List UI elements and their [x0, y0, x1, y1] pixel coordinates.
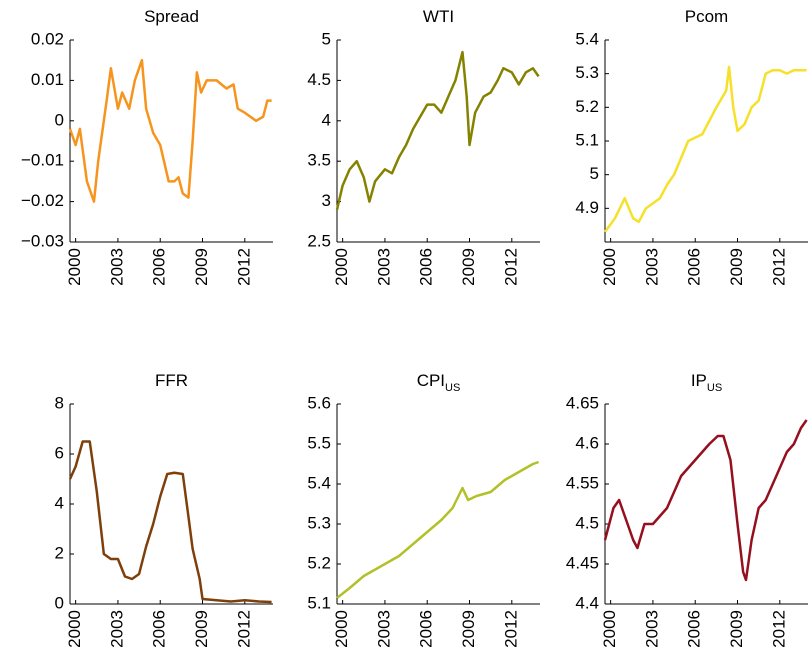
- x-tick-label: 2012: [769, 248, 788, 286]
- x-tick-label: 2012: [501, 610, 520, 648]
- x-tick-label: 2000: [332, 610, 351, 648]
- y-tick-label: 5: [322, 29, 331, 48]
- y-tick-label: 5.3: [575, 63, 599, 82]
- y-tick-label: −0.03: [21, 231, 64, 250]
- y-tick-label: −0.01: [21, 151, 64, 170]
- y-tick-label: 5.1: [575, 130, 599, 149]
- x-tick-label: 2006: [685, 248, 704, 286]
- x-tick-label: 2000: [332, 248, 351, 286]
- panel-title: WTI: [423, 7, 454, 26]
- y-tick-label: 5: [590, 164, 599, 183]
- title-main: CPI: [417, 371, 445, 390]
- x-tick-label: 2000: [65, 610, 84, 648]
- y-tick-label: 4.5: [307, 70, 331, 89]
- y-tick-label: 0.01: [31, 70, 64, 89]
- y-tick-label: 8: [55, 393, 64, 412]
- x-tick-label: 2000: [600, 610, 619, 648]
- y-tick-label: 0: [55, 110, 64, 129]
- panel: WTI 2.5 3 3.5 4 4.5 5 2000 2003 2006 2009 2012: [307, 7, 540, 286]
- y-tick-label: 4.9: [575, 198, 599, 217]
- title-subscript: US: [445, 382, 460, 394]
- title-main: WTI: [423, 7, 454, 26]
- data-line: [68, 58, 272, 203]
- y-tick-label: 0.02: [31, 29, 64, 48]
- title-main: Pcom: [685, 7, 728, 26]
- title-main: Spread: [144, 7, 199, 26]
- x-tick-label: 2003: [374, 610, 393, 648]
- x-tick-label: 2012: [234, 248, 253, 286]
- y-tick-label: 2: [55, 543, 64, 562]
- y-tick-label: 5.5: [307, 433, 331, 452]
- x-tick-label: 2009: [459, 610, 478, 648]
- panel-title: CPIUS: [417, 371, 461, 393]
- y-tick-label: 4.55: [566, 473, 599, 492]
- x-tick-label: 2003: [107, 248, 126, 286]
- y-tick-label: −0.02: [21, 191, 64, 210]
- panel: FFR 0 2 4 6 8 2000 2003 2006 2009 2012: [55, 371, 273, 648]
- x-tick-label: 2003: [107, 610, 126, 648]
- x-tick-label: 2006: [417, 248, 436, 286]
- x-tick-label: 2006: [150, 248, 169, 286]
- data-line: [603, 65, 807, 233]
- x-tick-label: 2000: [65, 248, 84, 286]
- x-tick-label: 2012: [501, 248, 520, 286]
- y-tick-label: 2.5: [307, 231, 331, 250]
- y-tick-label: 5.2: [575, 97, 599, 116]
- panel: Pcom 4.9 5 5.1 5.2 5.3 5.4 2000 2003 2006 2009 2012: [575, 7, 808, 286]
- x-tick-label: 2003: [374, 248, 393, 286]
- y-tick-label: 4: [55, 493, 64, 512]
- y-tick-label: 3.5: [307, 151, 331, 170]
- title-subscript: US: [707, 382, 722, 394]
- x-tick-label: 2009: [192, 248, 211, 286]
- y-tick-label: 4.6: [575, 433, 599, 452]
- panel-title: Pcom: [685, 7, 728, 26]
- x-tick-label: 2003: [642, 248, 661, 286]
- y-tick-label: 6: [55, 443, 64, 462]
- y-tick-label: 4.5: [575, 513, 599, 532]
- title-main: FFR: [155, 371, 188, 390]
- x-tick-label: 2012: [769, 610, 788, 648]
- panel-title: Spread: [144, 7, 199, 26]
- panel-title: IPUS: [691, 371, 722, 393]
- x-tick-label: 2009: [459, 248, 478, 286]
- y-tick-label: 0: [55, 593, 64, 612]
- data-line: [68, 440, 272, 604]
- y-tick-label: 5.2: [307, 553, 331, 572]
- data-line: [335, 50, 540, 210]
- x-tick-label: 2006: [685, 610, 704, 648]
- y-tick-label: 5.6: [307, 393, 331, 412]
- x-tick-label: 2003: [642, 610, 661, 648]
- x-tick-label: 2009: [192, 610, 211, 648]
- x-tick-label: 2000: [600, 248, 619, 286]
- y-tick-label: 5.1: [307, 593, 331, 612]
- panel-title: FFR: [155, 371, 188, 390]
- y-tick-label: 4: [322, 110, 331, 129]
- panel: IPUS 4.4 4.45 4.5 4.55 4.6 4.65 2000 2003 2006 200…: [566, 371, 808, 648]
- data-line: [336, 460, 540, 599]
- y-tick-label: 4.65: [566, 393, 599, 412]
- x-tick-label: 2012: [234, 610, 253, 648]
- y-tick-label: 5.3: [307, 513, 331, 532]
- panel: CPIUS 5.1 5.2 5.3 5.4 5.5 5.6 2000 2003 2006 2009 2…: [307, 371, 540, 648]
- x-tick-label: 2006: [150, 610, 169, 648]
- panel: Spread −0.03 −0.02 −0.01 0 0.01 0.02 2000 2003 20…: [21, 7, 273, 286]
- y-tick-label: 4.4: [575, 593, 599, 612]
- y-tick-label: 5.4: [575, 29, 599, 48]
- x-tick-label: 2006: [417, 610, 436, 648]
- x-tick-label: 2009: [727, 248, 746, 286]
- y-tick-label: 4.45: [566, 553, 599, 572]
- data-line: [603, 419, 808, 582]
- title-main: IP: [691, 371, 707, 390]
- x-tick-label: 2009: [727, 610, 746, 648]
- y-tick-label: 3: [322, 191, 331, 210]
- y-tick-label: 5.4: [307, 473, 331, 492]
